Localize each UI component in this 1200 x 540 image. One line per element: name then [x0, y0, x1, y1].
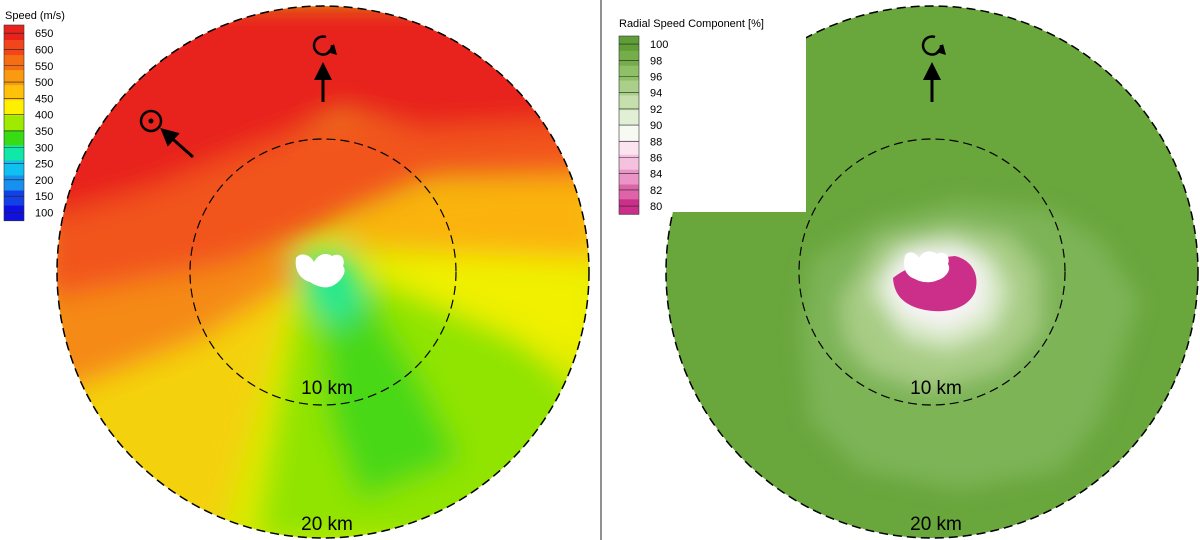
left-legend-swatch: [4, 40, 24, 56]
right-legend-swatch: [619, 199, 639, 215]
right-legend-label: 82: [650, 185, 662, 197]
left-legend-label: 500: [35, 77, 53, 89]
left-region-northwest: [57, 115, 589, 300]
left-legend-swatch: [4, 70, 24, 86]
left-legend-label: 200: [35, 175, 53, 187]
right-legend-swatch: [619, 125, 639, 141]
right-nucleus: [904, 251, 950, 283]
right-legend-label: 84: [650, 169, 662, 181]
right-legend-bg: [616, 6, 806, 212]
left-ring-label-10km: 10 km: [301, 378, 353, 399]
left-outer-boundary: [56, 5, 590, 539]
right-ring-label-10km: 10 km: [910, 378, 962, 399]
right-legend-label: 100: [650, 39, 668, 51]
left-legend-swatch: [4, 130, 24, 146]
right-legend-label: 96: [650, 72, 662, 84]
left-ring-label-20km: 20 km: [301, 514, 353, 535]
left-legend-swatch: [4, 100, 24, 116]
right-legend-label: 90: [650, 120, 662, 132]
right-inner-ring: [798, 138, 1066, 406]
left-legend-label: 150: [35, 191, 53, 203]
right-legend-label: 80: [650, 201, 662, 213]
left-inner-ring: [189, 138, 457, 406]
left-legend-label: 600: [35, 44, 53, 56]
left-legend-label: 400: [35, 110, 53, 122]
right-legend-label: 88: [650, 136, 662, 148]
left-sun-arrow-icon: [160, 128, 194, 159]
right-legend-swatch: [619, 80, 639, 96]
left-legend-swatch: [4, 160, 24, 176]
right-panel: 10 km 20 km Radial Speed Component [%] 1…: [616, 5, 1199, 539]
left-legend-label: 650: [35, 28, 53, 40]
left-legend: Speed (m/s) 650 600 550 500 450 400 350 300 250 2…: [2, 6, 65, 222]
left-panel: 10 km 20 km Speed (m/s) 650 600 550 500 450 4…: [2, 5, 590, 539]
left-region-north: [57, 6, 589, 230]
left-legend-swatch: [4, 145, 24, 161]
right-legend-swatch: [619, 169, 639, 185]
left-legend-swatch: [4, 190, 24, 207]
left-legend-title: Speed (m/s): [5, 10, 65, 22]
right-legend-swatch: [619, 50, 639, 67]
left-legend-label: 250: [35, 159, 53, 171]
left-sun-symbol-icon: [139, 109, 163, 133]
left-legend-label: 450: [35, 93, 53, 105]
right-legend: Radial Speed Component [%] 100 98 96 94 92 90…: [616, 6, 806, 215]
left-legend-swatch: [4, 25, 24, 41]
right-outer-boundary: [665, 5, 1199, 539]
right-legend-swatch: [619, 139, 639, 156]
left-legend-label: 350: [35, 126, 53, 138]
left-legend-swatch: [4, 115, 24, 131]
right-ring-label-20km: 20 km: [910, 514, 962, 535]
left-rotation-symbol-icon: [312, 35, 337, 56]
left-legend-swatch: [4, 175, 24, 192]
right-rotation-symbol-icon: [921, 35, 946, 56]
right-legend-swatch: [619, 65, 639, 82]
left-region-east-yellow: [380, 255, 589, 360]
left-legend-swatch: [4, 205, 24, 222]
right-legend-swatch: [619, 184, 639, 200]
right-legend-swatch: [619, 110, 639, 126]
left-speed-field: [57, 6, 589, 538]
left-legend-scale: 650 600 550 500 450 400 350 300 250 200 150 100: [3, 24, 53, 222]
left-legend-swatch: [4, 85, 24, 101]
left-legend-label: 300: [35, 142, 53, 154]
right-legend-label: 86: [650, 153, 662, 165]
left-legend-label: 100: [35, 207, 53, 219]
left-nucleus: [295, 254, 345, 288]
right-legend-label: 98: [650, 55, 662, 67]
left-region-west: [57, 250, 300, 400]
right-legend-swatch: [619, 154, 639, 171]
right-legend-scale: 100 98 96 94 92 90 88 86 84 82 80: [618, 35, 668, 215]
right-legend-swatch: [619, 36, 639, 52]
left-region-east: [330, 175, 589, 260]
left-region-south-green: [320, 300, 460, 500]
right-legend-label: 92: [650, 104, 662, 116]
left-legend-label: 550: [35, 61, 53, 73]
left-legend-swatch: [4, 55, 24, 71]
right-legend-swatch: [619, 95, 639, 111]
right-legend-label: 94: [650, 88, 662, 100]
left-legend-frame: [3, 24, 25, 221]
right-legend-title: Radial Speed Component [%]: [619, 18, 764, 30]
